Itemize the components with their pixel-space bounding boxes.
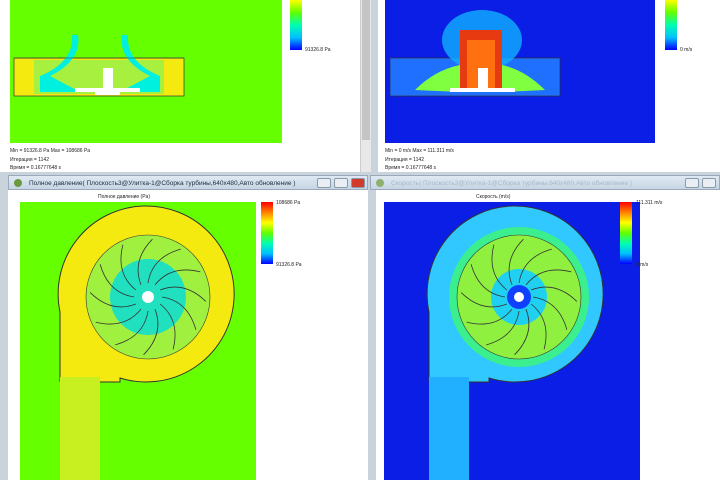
- impeller-blade: [508, 238, 524, 286]
- colorbar-min-label: 91326.8 Pa: [276, 262, 302, 268]
- impeller-blade: [143, 308, 159, 356]
- impeller-blade: [460, 292, 508, 308]
- velocity-contour: [426, 205, 604, 480]
- min-max-text: Min = 0 m/s Max = 111.311 m/s: [385, 148, 454, 154]
- colorbar-min-label: 0 m/s: [636, 262, 649, 268]
- impeller-blade: [466, 308, 513, 325]
- min-max-text: Min = 91326.8 Pa Max = 108686 Pa: [10, 148, 91, 154]
- iteration-text: Итерация = 1142: [385, 156, 424, 163]
- impeller-blade: [137, 238, 153, 286]
- impeller-blade: [120, 244, 137, 291]
- time-text: Время = 0.16777648 s: [10, 165, 62, 171]
- pressure-plot: [20, 202, 256, 480]
- window-app-icon: [376, 179, 384, 187]
- velocity-side-view-pane: 0 m/s Min = 0 m/s Max = 111.311 m/s Итер…: [378, 0, 720, 172]
- stats-info: Min = 0 m/s Max = 111.311 m/s Итерация =…: [385, 147, 454, 173]
- minimize-button[interactable]: [317, 178, 331, 188]
- minimize-button[interactable]: [685, 178, 699, 188]
- colorbar-max-label: 111.311 m/s: [636, 200, 663, 206]
- velocity-side-plot: [385, 0, 655, 143]
- time-text: Время = 0.16777648 s: [385, 165, 437, 171]
- impeller-blade: [147, 248, 181, 284]
- impeller-blade: [518, 248, 552, 284]
- velocity-window: Скорость (m/s) 111.311 m/s 0 m/s: [376, 190, 720, 480]
- impeller-blade: [470, 264, 506, 298]
- window-app-icon: [14, 179, 22, 187]
- pressure-colorbar: [261, 202, 273, 264]
- impeller-blade: [525, 269, 572, 286]
- impeller-blade: [159, 303, 176, 350]
- pressure-window-titlebar[interactable]: Полное давление( Плоскость3@Улитка-1@Сбо…: [8, 175, 368, 190]
- impeller-blade: [530, 303, 547, 350]
- impeller-blade: [532, 296, 568, 330]
- velocity-plot: [384, 202, 640, 480]
- stats-info: Min = 91326.8 Pa Max = 108686 Pa Итераци…: [10, 147, 90, 173]
- velocity-colorbar: [665, 0, 677, 50]
- impeller-blade: [161, 296, 197, 330]
- window-title: Скорость( Плоскость3@Улитка-1@Сборка тур…: [391, 180, 632, 187]
- plot-title: Скорость (m/s): [476, 194, 511, 200]
- velocity-window-titlebar[interactable]: Скорость( Плоскость3@Улитка-1@Сборка тур…: [370, 175, 720, 190]
- impeller-blade: [514, 308, 530, 356]
- iteration-text: Итерация = 1142: [10, 156, 49, 163]
- close-button[interactable]: [351, 178, 365, 188]
- impeller-blade: [99, 264, 135, 298]
- pressure-window: Полное давление (Pa) 108686 Pa 91326.8 P…: [8, 190, 368, 480]
- impeller-blade: [491, 244, 508, 291]
- pressure-contour: [57, 205, 235, 480]
- colorbar-min-label: 91326.8 Pa: [305, 47, 331, 53]
- colorbar-min-label: 0 m/s: [680, 47, 693, 53]
- impeller-blade: [486, 310, 520, 346]
- pressure-colorbar: [290, 0, 302, 50]
- pressure-side-view-pane: 91326.8 Pa Min = 91326.8 Pa Max = 108686…: [0, 0, 360, 172]
- velocity-side-contour: [389, 10, 561, 97]
- impeller-blade: [89, 292, 137, 308]
- vertical-scrollbar[interactable]: [360, 0, 371, 172]
- impeller-blade: [115, 310, 149, 346]
- impeller-blade: [154, 269, 201, 286]
- maximize-button[interactable]: [702, 178, 716, 188]
- impeller-blade: [159, 286, 207, 302]
- colorbar-max-label: 108686 Pa: [276, 200, 301, 206]
- impeller-blade: [530, 286, 578, 302]
- maximize-button[interactable]: [334, 178, 348, 188]
- velocity-colorbar: [620, 202, 632, 264]
- plot-title: Полное давление (Pa): [98, 194, 151, 200]
- pressure-side-plot: [10, 0, 282, 143]
- pressure-side-contour: [13, 35, 185, 97]
- impeller-blade: [95, 308, 142, 325]
- window-title: Полное давление( Плоскость3@Улитка-1@Сбо…: [29, 180, 296, 187]
